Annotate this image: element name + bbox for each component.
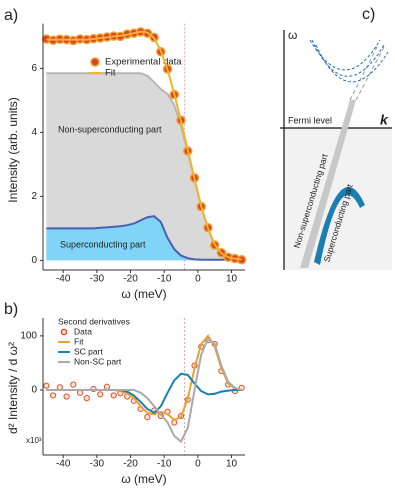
x-tick-label: 10	[226, 459, 238, 470]
legend-label: Fit	[105, 68, 116, 79]
nonsc-band	[300, 100, 356, 268]
panel-label: b)	[4, 301, 18, 318]
data-point	[144, 413, 151, 421]
x-axis-label: ω (meV)	[121, 287, 166, 301]
x-tick-label: -10	[157, 274, 172, 285]
y-tick-label: 0	[31, 385, 37, 396]
data-point	[97, 391, 104, 398]
y-axis-label: Intensity (arb. units)	[6, 97, 20, 202]
data-point	[103, 383, 111, 390]
axis-label: ω	[288, 28, 297, 42]
area-label: Superconducting part	[60, 239, 146, 249]
x-tick-label: -20	[123, 459, 138, 470]
x-tick-label: 10	[226, 274, 238, 285]
area	[46, 216, 242, 261]
x-tick-label: -30	[90, 274, 105, 285]
panel-label: c)	[362, 6, 375, 23]
axis-label: k	[380, 112, 389, 128]
y-scale-label: x10³	[26, 436, 42, 445]
x-tick-label: -40	[56, 459, 71, 470]
area-edge	[46, 215, 242, 261]
legend-label: Fit	[74, 336, 84, 346]
y-tick-label: 6	[31, 63, 37, 74]
line	[46, 30, 242, 261]
legend-label: SC part	[74, 346, 103, 356]
x-tick-label: -30	[90, 459, 105, 470]
area	[46, 73, 242, 261]
sc-band	[314, 186, 365, 265]
data-point	[50, 392, 57, 399]
x-axis-label: ω (meV)	[121, 472, 166, 486]
line	[46, 336, 242, 444]
diagram: c) ω k Fermi level Non-superconducting p…	[280, 6, 392, 270]
x-tick-label: 0	[195, 459, 201, 470]
x-tick-label: 0	[195, 274, 201, 285]
y-tick-label: 0	[31, 255, 37, 266]
panel-label: a)	[4, 7, 18, 24]
dashed-bands	[309, 39, 389, 83]
y-tick-label: 100	[20, 331, 37, 342]
legend-swatch	[60, 328, 68, 336]
y-axis-label: d² Intensity / d ω²	[6, 342, 20, 434]
y-tick-label: 4	[31, 127, 37, 138]
data-point	[70, 381, 77, 388]
legend-swatch	[90, 57, 100, 67]
legend-title: Second derivatives	[58, 316, 130, 326]
x-tick-label: -20	[123, 274, 138, 285]
data-point	[110, 392, 117, 399]
area-label: Non-superconducting part	[58, 124, 162, 134]
y-tick-label: 2	[31, 191, 37, 202]
data-point	[43, 382, 50, 389]
legend-label: Data	[74, 326, 92, 336]
band-extension	[349, 44, 386, 101]
legend-label: Non-SC part	[74, 356, 122, 366]
x-tick-label: -10	[157, 459, 172, 470]
x-tick-label: -40	[56, 274, 71, 285]
data-point	[83, 395, 90, 402]
fermi-label: Fermi level	[288, 115, 332, 125]
data-point	[63, 393, 70, 400]
legend-label: Experimental data	[105, 57, 182, 68]
line	[46, 372, 242, 415]
